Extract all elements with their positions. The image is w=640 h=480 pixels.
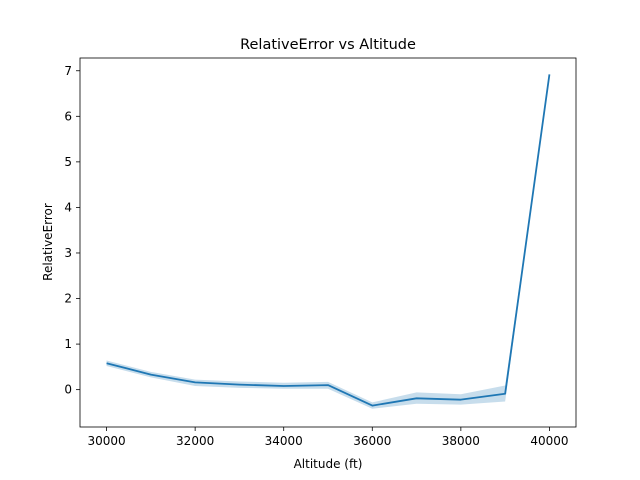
x-tick-label: 30000 [87, 434, 125, 448]
y-tick-label: 0 [64, 383, 72, 397]
y-tick-label: 3 [64, 246, 72, 260]
x-axis-label: Altitude (ft) [294, 457, 363, 471]
data-point [238, 384, 240, 386]
y-tick-label: 4 [64, 200, 72, 214]
data-point [283, 385, 285, 387]
x-tick-label: 32000 [176, 434, 214, 448]
y-tick-label: 1 [64, 337, 72, 351]
x-tick-label: 36000 [353, 434, 391, 448]
data-point [460, 399, 462, 401]
data-point [548, 73, 550, 75]
y-axis: 0 1 2 3 4 5 6 7 [64, 64, 80, 397]
x-axis: 30000 32000 34000 36000 38000 40000 [87, 427, 569, 448]
data-point [371, 405, 373, 407]
data-point [194, 381, 196, 383]
chart-title: RelativeError vs Altitude [240, 37, 416, 53]
x-tick-label: 40000 [530, 434, 568, 448]
data-point [416, 397, 418, 399]
series-0-line [106, 74, 551, 407]
x-tick-label: 38000 [442, 434, 480, 448]
axes-frame [79, 57, 577, 428]
y-tick-label: 7 [64, 64, 72, 78]
data-point [504, 393, 506, 395]
series-0-confidence-band [106, 74, 550, 409]
plot-area [106, 73, 551, 409]
y-tick-label: 2 [64, 292, 72, 306]
y-tick-label: 6 [64, 109, 72, 123]
data-point [150, 374, 152, 376]
y-axis-label: RelativeError [41, 203, 55, 281]
y-tick-label: 5 [64, 155, 72, 169]
data-point [106, 362, 108, 364]
data-point [327, 384, 329, 386]
x-tick-label: 34000 [265, 434, 303, 448]
